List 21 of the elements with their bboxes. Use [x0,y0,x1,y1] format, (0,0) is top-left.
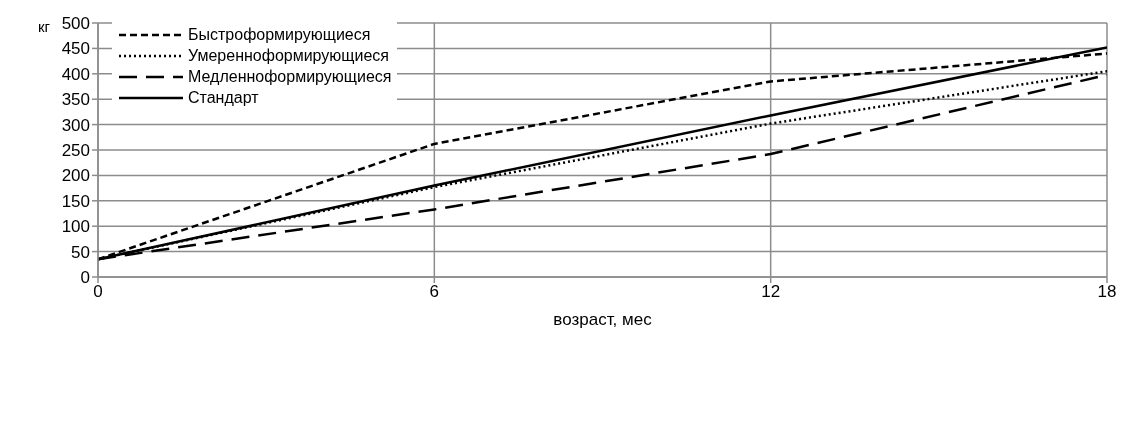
y-tick-label: 350 [61,90,90,110]
legend-label: Быстроформирующиеся [188,25,371,44]
y-tick-label: 450 [61,39,90,59]
y-tick-label: 500 [61,14,90,34]
y-tick-label: 100 [61,217,90,237]
x-tick-label: 18 [1097,282,1117,302]
legend-label: Стандарт [188,88,259,107]
x-tick-label: 12 [761,282,781,302]
y-tick-label: 200 [61,166,90,186]
y-tick-label: 300 [61,115,90,135]
y-tick-label: 250 [61,141,90,161]
y-axis-title: кг [38,18,51,35]
y-tick-label: 50 [71,242,90,262]
x-tick-label: 0 [93,282,103,302]
x-tick-label: 6 [429,282,440,302]
legend-label: Медленноформирующиеся [188,67,392,86]
x-axis-title: возраст, мес [553,310,653,329]
y-tick-label: 150 [61,191,90,211]
legend-label: Умеренноформирующиеся [188,46,389,65]
y-tick-label: 0 [80,268,90,288]
y-tick-label: 400 [61,64,90,84]
